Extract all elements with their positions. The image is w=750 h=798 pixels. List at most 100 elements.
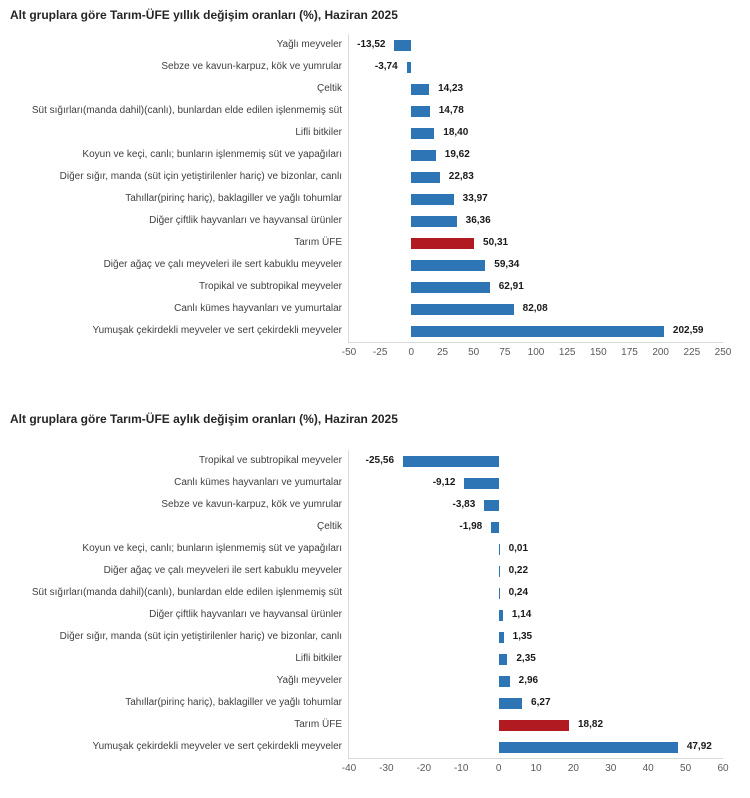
x-axis-tick-label: 0 (408, 347, 415, 358)
category-label: Süt sığırları(manda dahil)(canlı), bunla… (31, 587, 342, 598)
bar (411, 259, 486, 271)
value-label: 2,96 (518, 675, 539, 686)
yearly-x-axis: -50 -25 0 25 50 75 100 125 150 175 200 225 250 (342, 343, 732, 365)
bar (411, 149, 436, 161)
x-axis-tick-label: 150 (589, 347, 607, 358)
bar (498, 675, 510, 687)
value-label: 1,14 (511, 609, 532, 620)
value-label: 0,22 (508, 565, 529, 576)
value-label: -3,83 (452, 499, 476, 510)
bar (411, 83, 430, 95)
bar (411, 281, 490, 293)
monthly-x-axis: -40 -30 -20 -10 0 10 20 30 40 50 60 (342, 759, 729, 781)
bar (411, 303, 514, 315)
category-label: Canlı kümes hayvanları ve yumurtalar (174, 477, 342, 488)
bar (406, 61, 412, 73)
bar (498, 653, 508, 665)
bar (403, 455, 499, 467)
category-label: Sebze ve kavun-karpuz, kök ve yumrular (161, 499, 342, 510)
bar (498, 587, 500, 599)
bar (498, 543, 500, 555)
x-axis-tick-label: -10 (453, 763, 469, 774)
bar (498, 631, 504, 643)
bar (498, 741, 678, 753)
category-label: Diğer ağaç ve çalı meyveleri ile sert ka… (103, 565, 342, 576)
value-label: 33,97 (462, 193, 488, 204)
x-axis-tick-label: -50 (341, 347, 357, 358)
bar (411, 105, 430, 117)
value-label: 6,27 (531, 697, 551, 708)
yearly-category-labels: Yağlı meyveler Sebze ve kavun-karpuz, kök… (0, 34, 348, 343)
monthly-category-labels: Tropikal ve subtropikal meyveler Canlı kü… (0, 450, 348, 759)
bar (394, 39, 412, 51)
bar (484, 499, 499, 511)
value-label: 50,31 (483, 237, 509, 248)
value-label: 82,08 (522, 303, 548, 314)
x-axis-tick-label: 10 (530, 763, 542, 774)
category-label: Canlı kümes hayvanları ve yumurtalar (174, 303, 342, 314)
x-axis-tick-label: 100 (527, 347, 545, 358)
category-label: Lifli bitkiler (295, 127, 342, 138)
bar (411, 193, 454, 205)
category-label: Çeltik (316, 83, 342, 94)
category-label: Çeltik (316, 521, 342, 532)
category-label: Yumuşak çekirdekli meyveler ve sert çeki… (92, 325, 342, 336)
value-label: 14,78 (438, 105, 464, 116)
bar (411, 325, 664, 337)
x-axis-tick-label: 75 (499, 347, 511, 358)
x-axis-tick-label: 50 (680, 763, 692, 774)
value-label: 14,23 (438, 83, 464, 94)
x-axis-tick-label: 125 (558, 347, 576, 358)
x-axis-tick-label: 250 (714, 347, 732, 358)
value-label: 59,34 (494, 259, 520, 270)
category-label: Tarım ÜFE (294, 719, 342, 730)
value-label: 1,35 (512, 631, 533, 642)
category-label: Tarım ÜFE (294, 237, 342, 248)
value-label: -13,52 (357, 39, 386, 50)
highlight-bar (498, 719, 569, 731)
category-label: Süt sığırları(manda dahil)(canlı), bunla… (31, 105, 342, 116)
category-label: Tahıllar(pirinç hariç), baklagiller ve y… (125, 697, 342, 708)
category-label: Sebze ve kavun-karpuz, kök ve yumrular (161, 61, 342, 72)
category-label: Tropikal ve subtropikal meyveler (198, 455, 342, 466)
value-label: 19,62 (444, 149, 470, 160)
x-axis-tick-label: -25 (372, 347, 388, 358)
x-axis-tick-label: 25 (436, 347, 449, 358)
value-label: 18,40 (443, 127, 469, 138)
x-axis-tick-label: 30 (605, 763, 617, 774)
x-axis-tick-label: -20 (416, 763, 432, 774)
yearly-chart-title: Alt gruplara göre Tarım-ÜFE yıllık değiş… (10, 8, 398, 22)
value-label: 0,24 (508, 587, 529, 598)
category-label: Diğer çiftlik hayvanları ve hayvansal ür… (149, 609, 342, 620)
monthly-chart-body: Tropikal ve subtropikal meyveler Canlı kü… (0, 450, 750, 759)
x-axis-tick-label: 40 (642, 763, 654, 774)
category-label: Koyun ve keçi, canlı; bunların işlenmemi… (82, 149, 342, 160)
value-label: -3,74 (374, 61, 398, 72)
x-axis-tick-label: 225 (683, 347, 701, 358)
bar (498, 697, 523, 709)
category-label: Yağlı meyveler (276, 675, 342, 686)
x-axis-tick-label: 175 (621, 347, 638, 358)
x-axis-tick-label: -40 (341, 763, 357, 774)
value-label: -9,12 (432, 477, 456, 488)
category-label: Diğer sığır, manda (süt için yetiştirile… (59, 631, 342, 642)
bar (498, 565, 500, 577)
monthly-change-chart: Alt gruplara göre Tarım-ÜFE aylık değişi… (0, 365, 750, 781)
value-label: -1,98 (459, 521, 483, 532)
value-label: 2,35 (516, 653, 536, 664)
value-label: 22,83 (448, 171, 474, 182)
bar (411, 171, 440, 183)
x-axis-tick-label: 50 (468, 347, 480, 358)
x-axis-tick-label: 0 (495, 763, 502, 774)
category-label: Diğer ağaç ve çalı meyveleri ile sert ka… (103, 259, 342, 270)
x-axis-tick-label: -30 (379, 763, 394, 774)
bar (464, 477, 499, 489)
value-label: 202,59 (672, 325, 704, 336)
yearly-change-chart: Alt gruplara göre Tarım-ÜFE yıllık değiş… (0, 0, 750, 365)
x-axis-tick-label: 20 (567, 763, 579, 774)
x-axis-tick-label: 200 (652, 347, 669, 358)
yearly-chart-body: Yağlı meyveler Sebze ve kavun-karpuz, kök… (0, 34, 750, 343)
value-label: -25,56 (365, 455, 395, 466)
value-label: 0,01 (508, 543, 529, 554)
